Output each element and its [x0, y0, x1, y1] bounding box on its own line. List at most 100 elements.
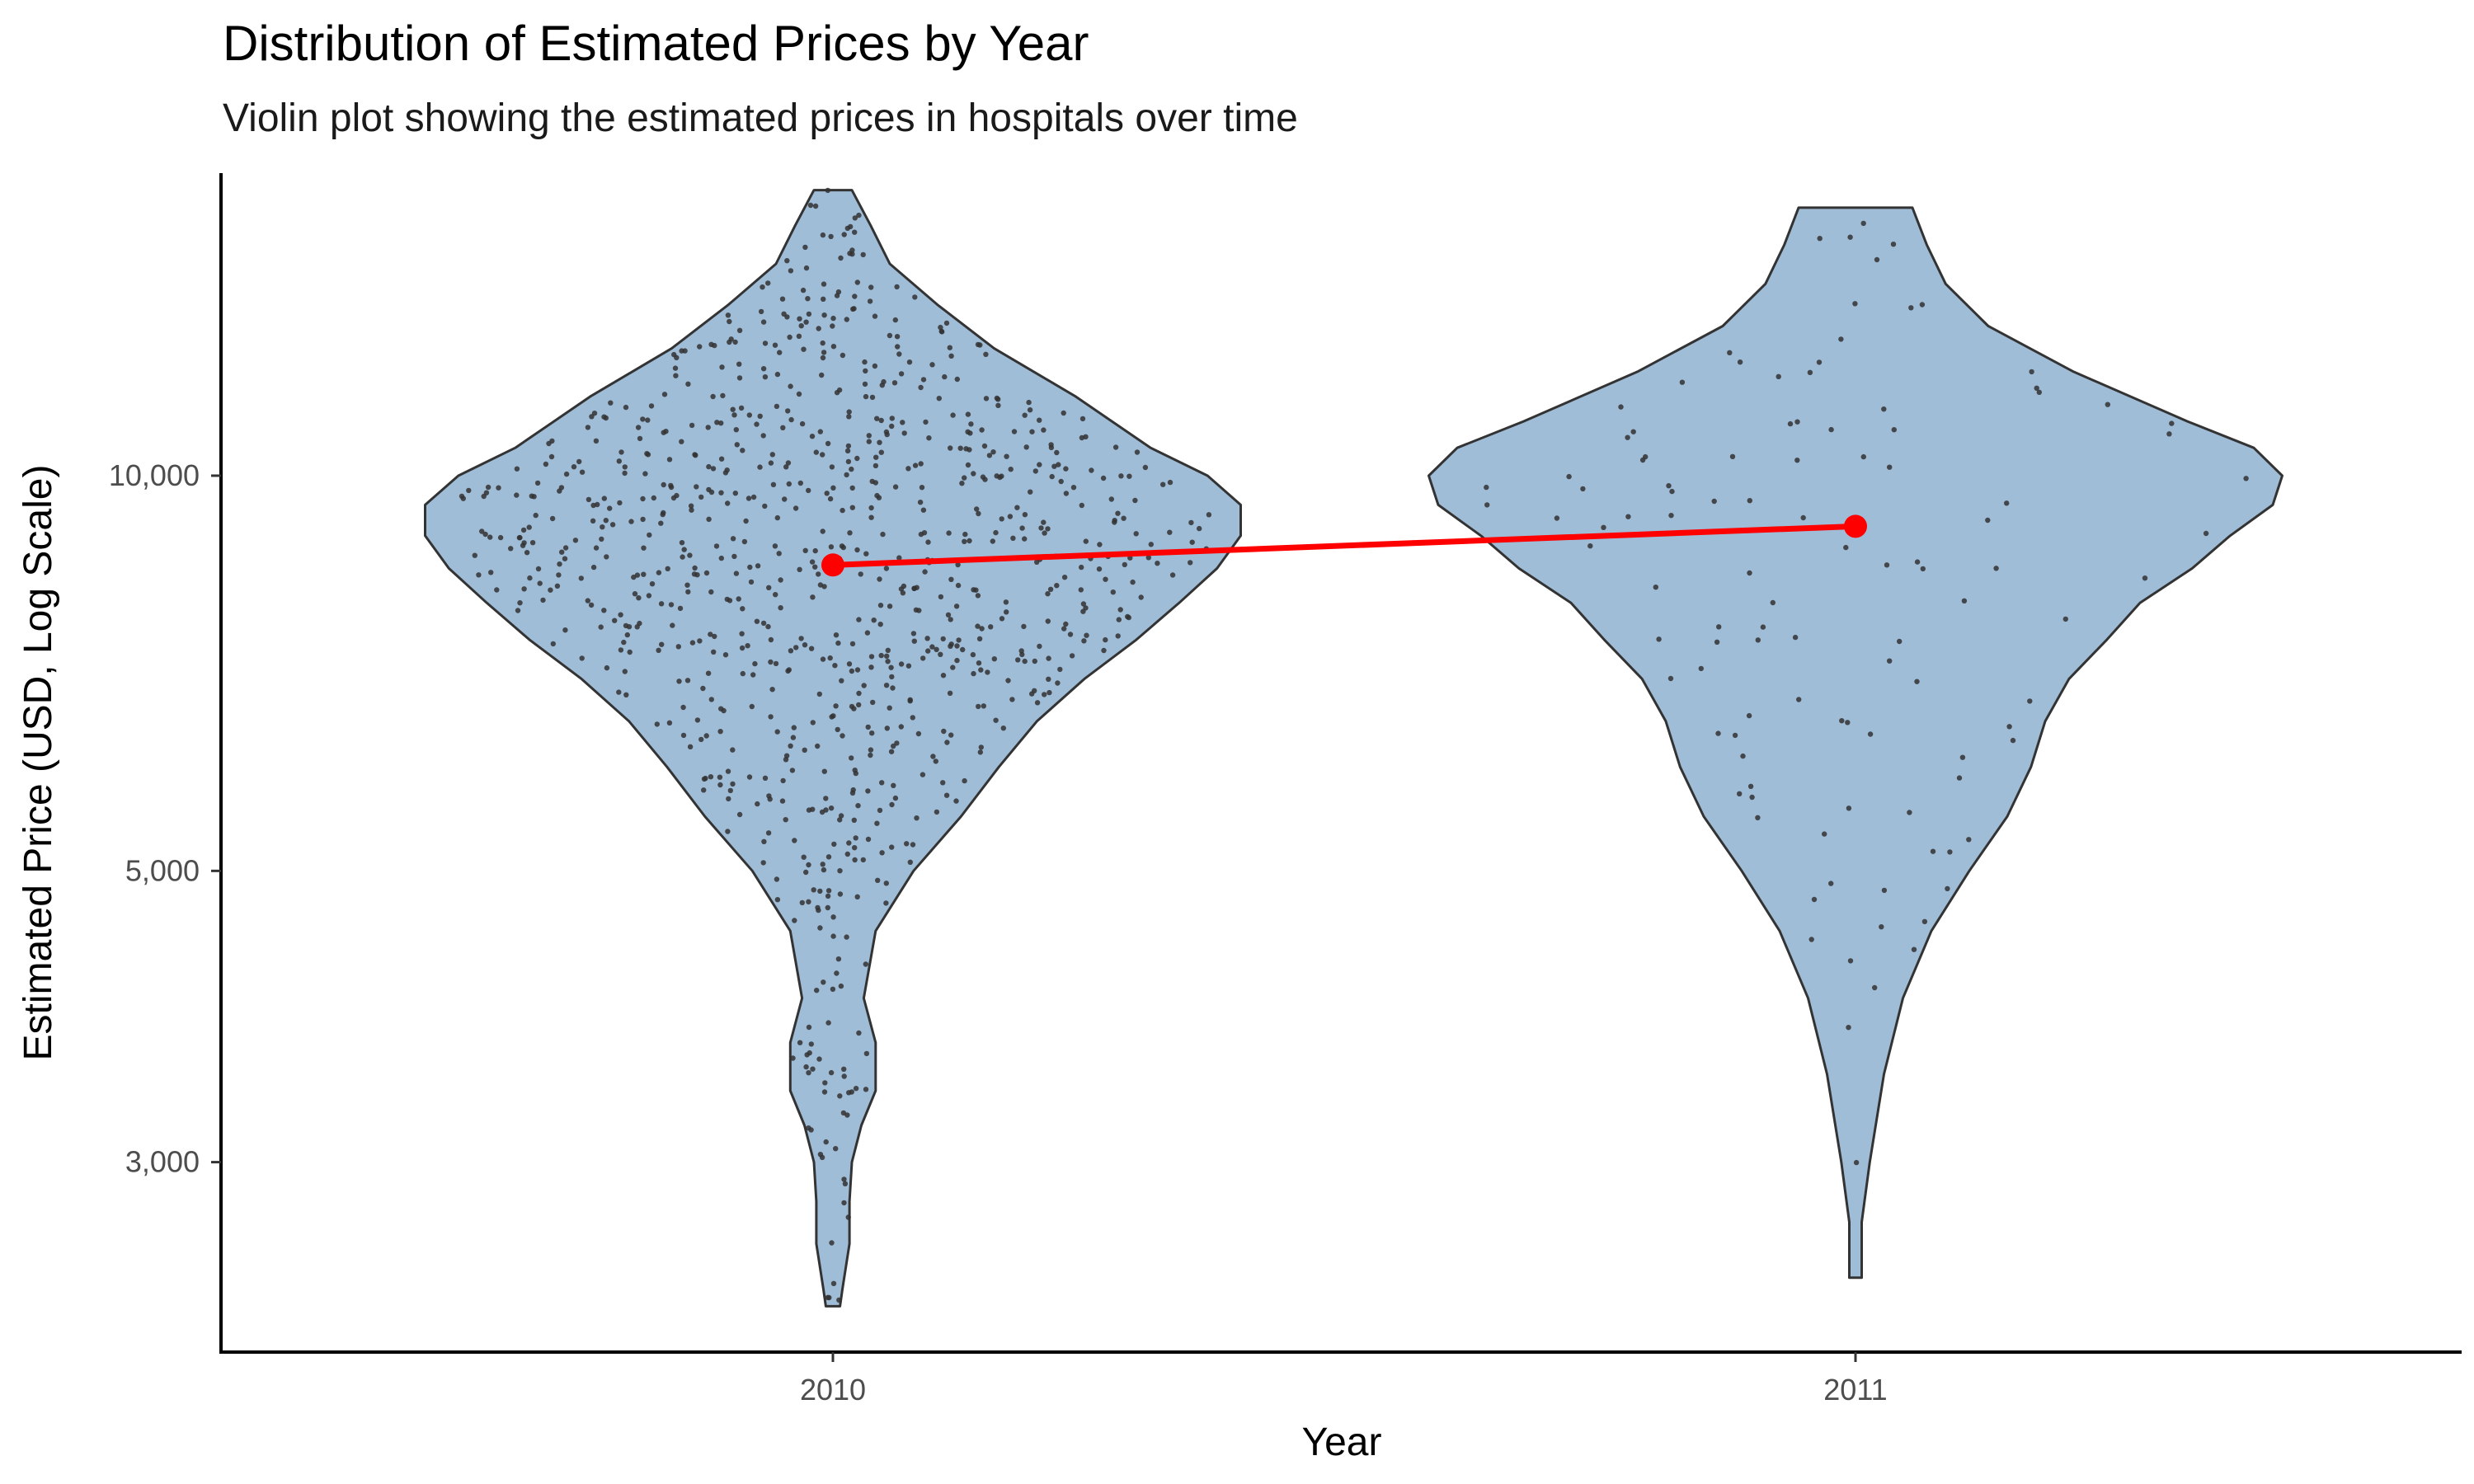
- data-point: [947, 690, 953, 696]
- data-point: [1070, 485, 1077, 491]
- data-point: [666, 457, 673, 463]
- data-point: [930, 754, 936, 759]
- data-point: [878, 417, 884, 424]
- data-point: [549, 515, 556, 522]
- data-point: [717, 729, 723, 735]
- data-point: [967, 430, 973, 436]
- data-point: [757, 413, 763, 419]
- data-point: [1945, 885, 1950, 892]
- data-point: [1021, 623, 1027, 630]
- data-point: [646, 593, 652, 599]
- data-point: [1206, 512, 1212, 518]
- data-point: [488, 570, 494, 575]
- data-point: [634, 572, 641, 578]
- data-point: [656, 647, 661, 653]
- data-point: [1000, 726, 1007, 731]
- data-point: [823, 796, 829, 801]
- data-point: [593, 545, 600, 551]
- data-point: [746, 412, 752, 418]
- data-point: [860, 857, 867, 863]
- data-point: [1022, 512, 1028, 518]
- data-point: [837, 1093, 843, 1099]
- data-point: [1618, 404, 1624, 410]
- data-point: [2027, 698, 2033, 704]
- data-point: [803, 869, 809, 876]
- data-point: [599, 536, 604, 542]
- data-point: [821, 312, 827, 318]
- data-point: [658, 601, 665, 607]
- data-point: [837, 868, 843, 874]
- data-point: [962, 538, 967, 544]
- data-point: [884, 726, 891, 731]
- data-point: [833, 703, 839, 709]
- data-point: [520, 527, 527, 533]
- data-point: [821, 979, 826, 985]
- data-point: [1959, 754, 1966, 760]
- data-point: [806, 899, 811, 905]
- data-point: [1019, 651, 1025, 658]
- data-point: [841, 232, 847, 237]
- data-point: [854, 547, 860, 553]
- data-point: [999, 616, 1005, 622]
- data-point: [846, 409, 852, 415]
- data-point: [689, 640, 696, 646]
- data-point: [722, 652, 729, 658]
- data-point: [713, 543, 720, 549]
- data-point: [641, 571, 647, 577]
- data-point: [1055, 680, 1061, 686]
- data-point: [694, 717, 701, 723]
- data-point: [1860, 453, 1866, 460]
- data-point: [1041, 519, 1047, 525]
- data-point: [1907, 810, 1912, 815]
- data-point: [603, 518, 609, 524]
- data-point: [804, 1052, 810, 1058]
- data-point: [1919, 302, 1926, 308]
- data-point: [2142, 575, 2148, 581]
- data-point: [736, 361, 742, 367]
- data-point: [2062, 616, 2068, 622]
- data-point: [822, 1080, 828, 1086]
- data-point: [571, 464, 577, 470]
- data-point: [746, 774, 753, 780]
- data-point: [494, 587, 500, 593]
- data-point: [601, 414, 607, 420]
- data-point: [793, 505, 799, 511]
- data-point: [766, 585, 772, 590]
- data-point: [1887, 464, 1893, 470]
- data-point: [815, 904, 821, 911]
- data-point: [736, 811, 743, 818]
- data-point: [901, 430, 907, 436]
- data-point: [692, 565, 698, 571]
- data-point: [891, 743, 896, 749]
- data-point: [1115, 633, 1121, 639]
- data-point: [1037, 462, 1042, 467]
- data-point: [840, 352, 846, 359]
- data-point: [588, 602, 595, 608]
- data-point: [848, 223, 854, 230]
- data-point: [825, 893, 831, 899]
- data-point: [749, 703, 755, 710]
- data-point: [1920, 566, 1926, 572]
- data-point: [872, 363, 878, 369]
- data-point: [740, 670, 745, 677]
- data-point: [1879, 924, 1884, 930]
- data-point: [862, 359, 868, 365]
- data-point: [725, 829, 731, 834]
- data-point: [896, 351, 902, 357]
- data-point: [608, 400, 614, 406]
- data-point: [1580, 486, 1586, 492]
- data-point: [1881, 887, 1888, 894]
- data-point: [487, 534, 493, 540]
- data-point: [736, 327, 743, 333]
- data-point: [1056, 462, 1061, 467]
- data-point: [1796, 697, 1802, 702]
- data-point: [768, 460, 774, 466]
- data-point: [636, 595, 642, 601]
- data-point: [844, 934, 849, 940]
- data-point: [717, 774, 723, 780]
- data-point: [780, 425, 786, 430]
- data-point: [590, 518, 596, 524]
- data-point: [1029, 429, 1035, 434]
- data-point: [879, 780, 885, 786]
- data-point: [877, 807, 883, 814]
